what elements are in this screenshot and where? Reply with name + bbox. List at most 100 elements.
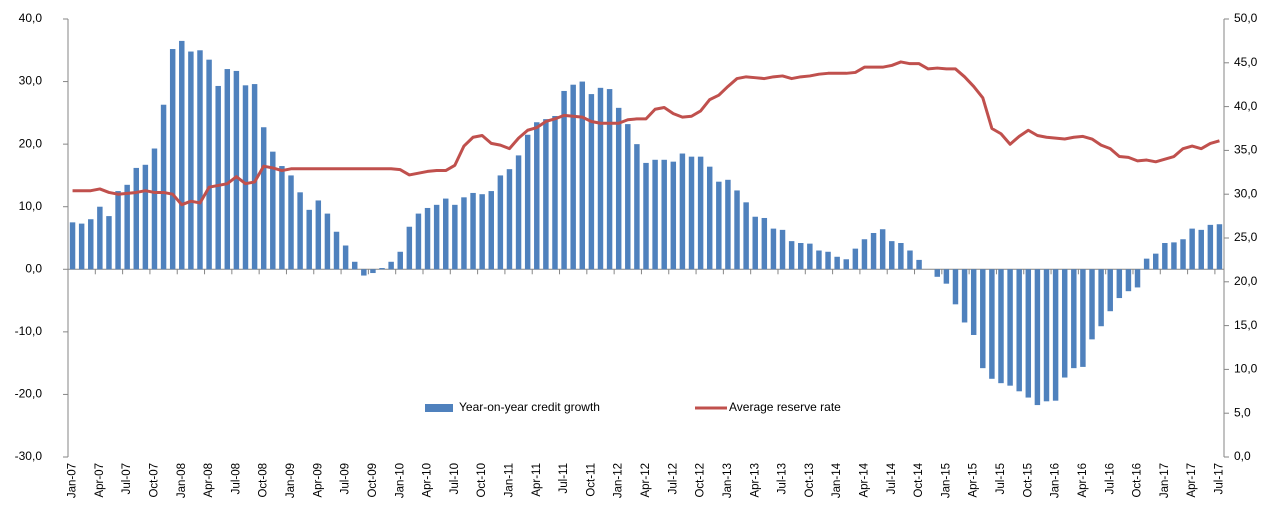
bar: [825, 251, 831, 270]
bar: [415, 213, 422, 270]
y2-tick-label: 0,0: [1234, 449, 1251, 463]
bar: [279, 166, 285, 270]
bar: [1016, 269, 1022, 392]
x-tick-label: Oct-10: [476, 463, 488, 498]
bar: [1052, 269, 1059, 401]
bar: [497, 175, 504, 270]
x-tick-label: Apr-15: [968, 463, 980, 498]
bar: [1207, 224, 1214, 270]
y-tick-label: 40,0: [19, 11, 43, 25]
bar: [315, 200, 322, 270]
y-tick-label: 0,0: [25, 261, 42, 275]
bar: [424, 207, 431, 270]
x-tick-label: Jul-16: [1104, 463, 1116, 494]
bar: [561, 90, 567, 270]
x-tick-label: Jan-15: [940, 463, 952, 498]
y2-tick-label: 5,0: [1234, 405, 1251, 419]
bar: [779, 229, 786, 270]
y2-tick-label: 20,0: [1234, 274, 1258, 288]
bar: [770, 228, 777, 270]
x-tick-label: Jul-08: [230, 463, 242, 494]
bar: [1180, 239, 1186, 270]
bar: [661, 159, 667, 270]
bar: [288, 175, 294, 270]
bar: [324, 213, 331, 270]
bar: [816, 250, 822, 270]
y2-tick-label: 30,0: [1234, 186, 1258, 200]
y-tick-label: 10,0: [19, 199, 43, 213]
x-tick-label: Jan-09: [285, 463, 297, 498]
y2-tick-label: 10,0: [1234, 362, 1258, 376]
bar: [788, 241, 795, 270]
bar: [251, 84, 258, 270]
x-tick-label: Apr-09: [312, 463, 324, 498]
bar: [361, 269, 367, 276]
bar: [488, 191, 494, 270]
x-tick-label: Oct-08: [258, 463, 270, 498]
line: [72, 60, 1220, 207]
bar: [1153, 253, 1159, 270]
bar: [1134, 269, 1141, 288]
bar: [461, 197, 467, 270]
x-tick-label: Jul-13: [777, 463, 789, 494]
bar: [1125, 269, 1132, 292]
bar: [233, 70, 240, 270]
y2-tick-label: 45,0: [1234, 55, 1258, 69]
x-tick-label: Apr-10: [422, 463, 434, 498]
bar: [634, 144, 640, 270]
bar: [470, 192, 476, 270]
bar: [1080, 269, 1086, 367]
x-tick-label: Jul-11: [558, 463, 570, 493]
bar: [734, 190, 740, 270]
x-tick-label: Oct-16: [1132, 463, 1144, 498]
bar: [652, 159, 658, 270]
x-tick-label: Apr-07: [94, 463, 106, 498]
bar: [870, 232, 877, 270]
bar: [479, 194, 485, 270]
bar: [670, 161, 677, 270]
bar: [124, 184, 130, 270]
bar: [889, 241, 895, 270]
bar: [725, 179, 731, 270]
y2-tick-label: 25,0: [1234, 230, 1258, 244]
bar: [1098, 269, 1104, 327]
x-tick-label: Jul-15: [995, 463, 1007, 494]
bar: [69, 222, 76, 270]
bar: [342, 245, 349, 270]
bar: [197, 50, 203, 270]
x-tick-label: Jan-14: [831, 462, 843, 498]
legend-label: Average reserve rate: [729, 400, 841, 414]
bar: [716, 181, 722, 270]
bar: [1089, 269, 1095, 340]
bar: [506, 169, 513, 270]
x-tick-label: Apr-13: [749, 463, 761, 498]
bar: [524, 134, 531, 270]
bar: [579, 81, 586, 270]
bar: [970, 269, 977, 335]
bar: [515, 155, 522, 270]
bar: [1007, 269, 1013, 386]
x-tick-label: Oct-11: [585, 463, 597, 497]
bar: [552, 115, 558, 270]
x-tick-label: Apr-17: [1186, 463, 1198, 498]
bar: [443, 198, 449, 270]
x-tick-label: Jan-10: [394, 463, 406, 498]
bar: [351, 261, 358, 270]
bar: [78, 223, 85, 270]
bar: [188, 51, 194, 270]
bar: [1143, 258, 1150, 270]
bar: [625, 124, 631, 270]
bar: [260, 127, 267, 270]
bar: [879, 229, 886, 270]
legend-swatch: [425, 404, 453, 412]
x-tick-label: Oct-07: [149, 463, 161, 498]
y2-tick-label: 40,0: [1234, 99, 1258, 113]
bar: [333, 231, 340, 270]
bar: [379, 268, 385, 270]
bar: [615, 107, 622, 270]
bar: [1043, 269, 1050, 402]
bar: [961, 269, 968, 323]
bar: [706, 166, 713, 270]
bar: [898, 243, 904, 270]
x-tick-label: Apr-16: [1077, 463, 1089, 498]
